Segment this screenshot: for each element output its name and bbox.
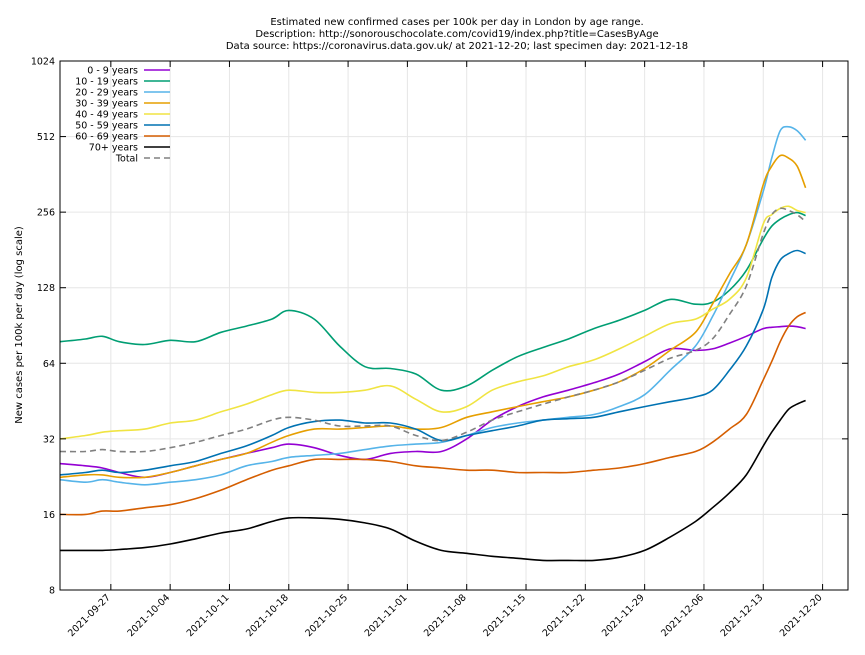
legend-label: 20 - 29 years (75, 88, 138, 99)
x-tick-label: 2021-12-13 (719, 592, 766, 639)
x-tick-label: 2021-10-11 (185, 592, 232, 639)
series-lines (59, 125, 807, 562)
y-tick-label: 256 (37, 208, 55, 219)
x-tick-label: 2021-10-18 (244, 592, 291, 639)
x-tick-label: 2021-12-20 (778, 592, 825, 639)
series-line-1 (59, 211, 806, 392)
legend-label: 30 - 39 years (75, 99, 138, 110)
series-line-7 (60, 399, 806, 562)
chart-title: Estimated new confirmed cases per 100k p… (226, 17, 688, 52)
x-tick-label: 2021-11-01 (363, 592, 410, 639)
series-line-6 (59, 311, 806, 516)
y-tick-label: 32 (43, 434, 55, 445)
series-line-5 (59, 249, 806, 476)
x-tick-label: 2021-10-04 (125, 592, 172, 639)
legend-label: 40 - 49 years (75, 110, 138, 121)
legend-label: Total (115, 154, 138, 165)
x-axis: 2021-09-27 2021-10-04 2021-10-11 2021-10-18… (66, 61, 825, 639)
chart-title-line-1: Estimated new confirmed cases per 100k p… (270, 17, 643, 28)
y-tick-label: 64 (43, 359, 55, 370)
y-tick-label: 8 (49, 586, 55, 597)
legend-label: 50 - 59 years (75, 121, 138, 132)
legend-label: 70+ years (89, 143, 138, 154)
legend-label: 0 - 9 years (87, 66, 138, 77)
series-line-2 (59, 125, 807, 486)
x-tick-label: 2021-11-29 (600, 592, 647, 639)
x-tick-label: 2021-12-06 (659, 592, 706, 639)
series-line-4 (59, 205, 806, 440)
series-line-3 (59, 154, 807, 479)
series-line-8 (59, 207, 807, 453)
x-tick-label: 2021-11-15 (481, 592, 528, 639)
legend-label: 10 - 19 years (75, 77, 138, 88)
y-tick-label: 512 (37, 132, 55, 143)
x-tick-label: 2021-09-27 (66, 592, 113, 639)
y-axis: 8 16 32 64 128 256 512 1024 (31, 57, 848, 597)
x-tick-label: 2021-11-08 (422, 592, 469, 639)
legend-label: 60 - 69 years (75, 132, 138, 143)
x-tick-label: 2021-11-22 (541, 592, 588, 639)
y-axis-label: New cases per 100k per day (log scale) (14, 226, 25, 424)
chart-title-line-3: Data source: https://coronavirus.data.go… (226, 41, 688, 52)
chart-title-line-2: Description: http://sonorouschocolate.co… (255, 29, 658, 40)
y-tick-label: 1024 (31, 57, 55, 68)
y-tick-label: 16 (43, 510, 55, 521)
x-tick-label: 2021-10-25 (303, 592, 350, 639)
grid (60, 61, 848, 590)
y-tick-label: 128 (37, 283, 55, 294)
plot-frame (59, 60, 849, 591)
